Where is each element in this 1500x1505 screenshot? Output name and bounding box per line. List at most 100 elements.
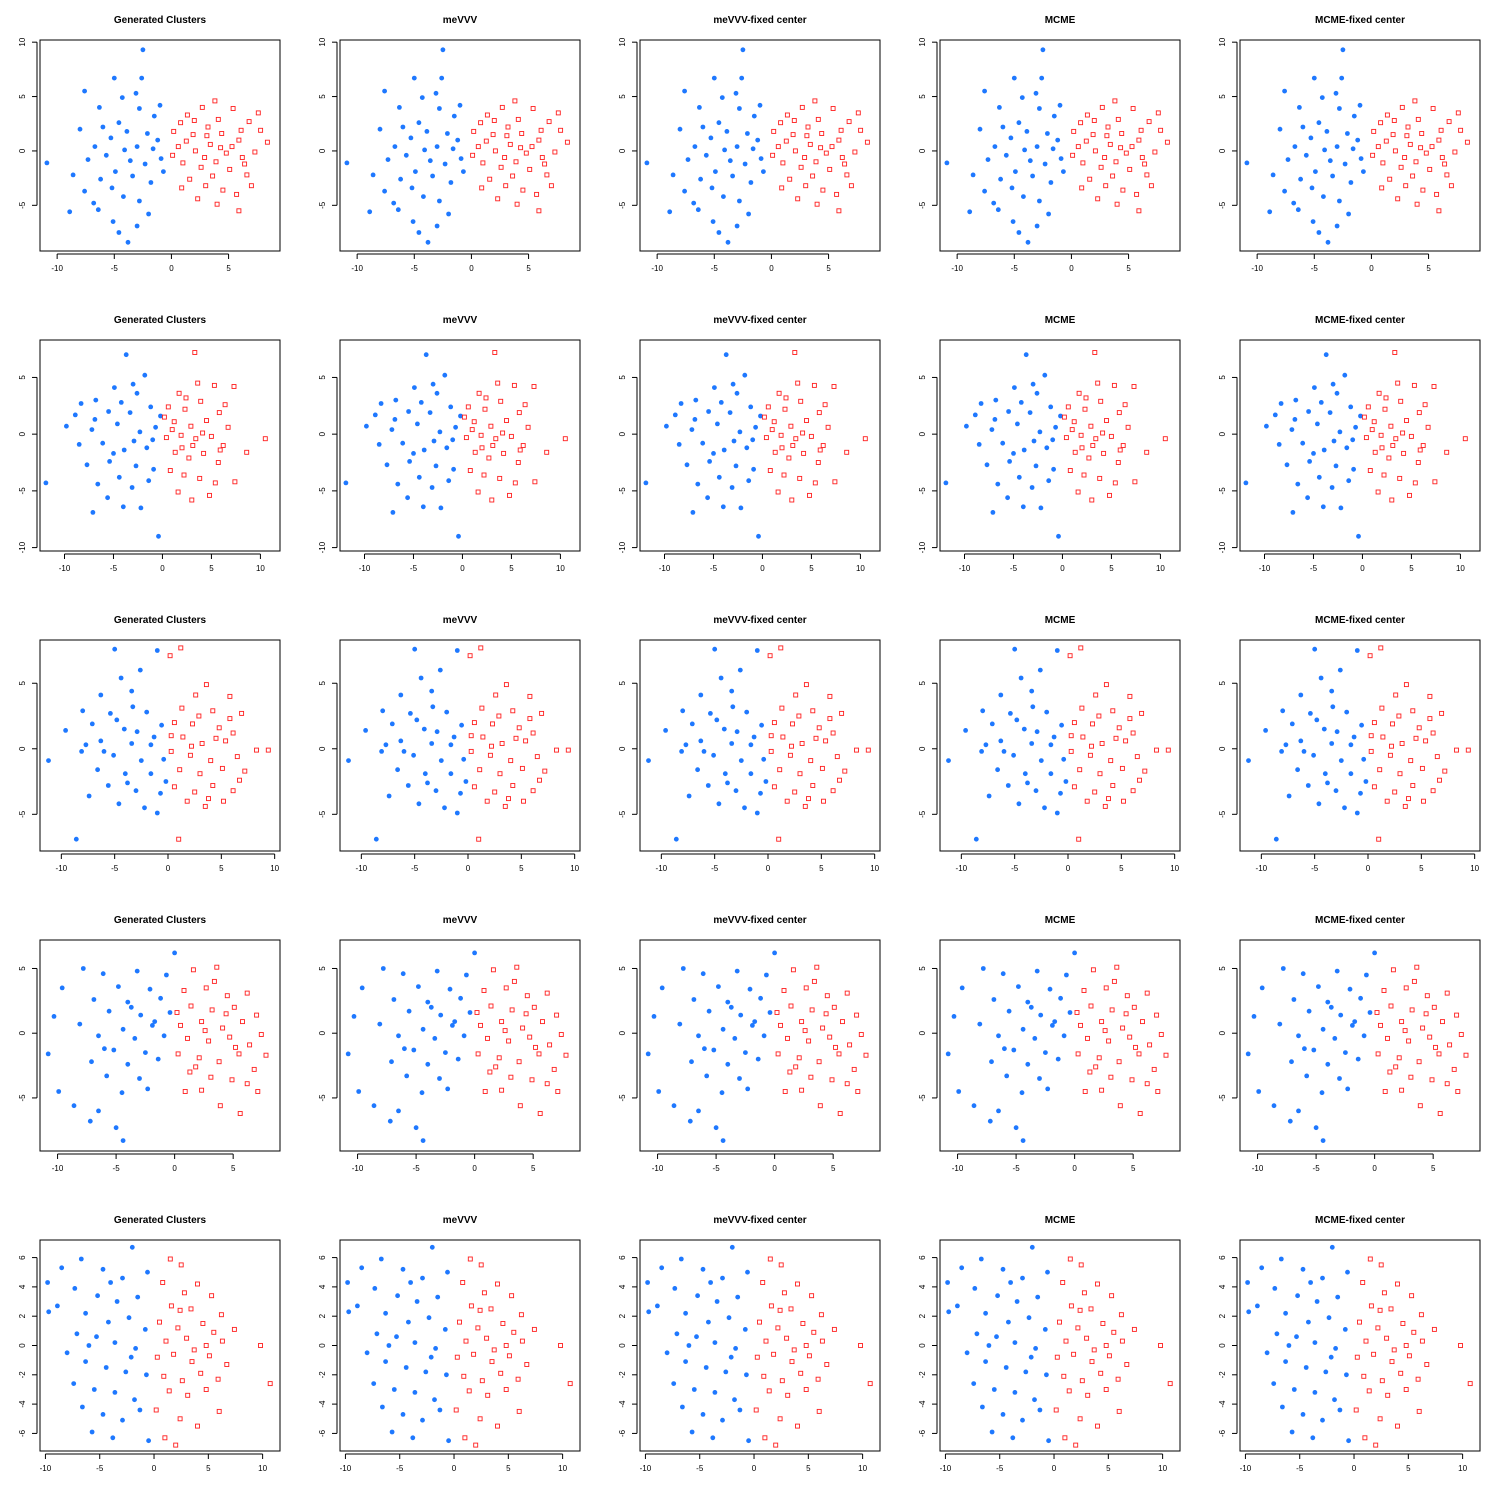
plot-frame [339, 939, 581, 1152]
point-cluster2 [496, 1055, 502, 1061]
point-cluster1 [120, 1026, 126, 1032]
point-cluster1 [989, 427, 995, 432]
point-cluster1 [1295, 1293, 1300, 1299]
point-cluster1 [1342, 161, 1348, 167]
x-tick-label: 10 [556, 564, 565, 573]
point-cluster1 [376, 442, 382, 447]
point-cluster1 [1032, 1397, 1037, 1403]
panel-r2-c1: Generated Clusters-10 -5 0 5 10-10-505 [18, 315, 281, 573]
point-cluster1 [421, 447, 427, 453]
x-tick-label: 0 [772, 1164, 777, 1173]
point-cluster2 [1108, 758, 1114, 764]
x-tick-label: 10 [570, 864, 579, 873]
point-cluster1 [372, 1286, 378, 1291]
point-cluster2 [1379, 185, 1385, 191]
point-cluster1 [1063, 779, 1069, 784]
point-cluster1 [944, 160, 950, 166]
point-cluster2 [229, 144, 235, 150]
point-cluster2 [202, 803, 208, 809]
point-cluster1 [130, 381, 136, 387]
point-cluster1 [723, 352, 729, 358]
point-cluster1 [685, 157, 691, 163]
point-cluster2 [523, 150, 529, 156]
point-cluster2 [1367, 1256, 1373, 1262]
point-cluster1 [390, 510, 396, 515]
point-cluster2 [225, 424, 231, 430]
point-cluster2 [481, 988, 487, 993]
point-cluster2 [771, 128, 777, 134]
x-tick-label: -10 [1259, 564, 1271, 573]
point-cluster2 [771, 1351, 777, 1357]
point-cluster2 [814, 201, 820, 207]
point-cluster1 [1326, 1315, 1332, 1321]
point-cluster1 [711, 1047, 717, 1053]
point-cluster2 [1071, 1351, 1077, 1357]
point-cluster1 [1011, 1047, 1017, 1053]
point-cluster2 [500, 430, 506, 436]
x-tick-label: 5 [206, 1464, 211, 1473]
point-cluster1 [645, 1051, 651, 1057]
point-cluster2 [231, 1004, 237, 1010]
y-tick-label: 0 [618, 148, 627, 153]
point-cluster2 [1418, 145, 1424, 151]
point-cluster1 [1325, 999, 1331, 1005]
point-cluster2 [827, 716, 833, 722]
point-cluster1 [59, 1265, 65, 1271]
point-cluster2 [1104, 418, 1109, 423]
point-cluster1 [120, 1138, 126, 1143]
point-cluster1 [984, 462, 990, 468]
point-cluster2 [1106, 796, 1111, 802]
point-cluster2 [1375, 1325, 1381, 1331]
point-cluster2 [1409, 1293, 1415, 1299]
point-cluster1 [1037, 667, 1043, 673]
point-cluster1 [78, 401, 84, 406]
point-cluster1 [1046, 211, 1051, 217]
point-cluster1 [1291, 200, 1297, 206]
point-cluster2 [1371, 128, 1377, 134]
point-cluster1 [659, 1265, 665, 1271]
point-cluster1 [1354, 648, 1360, 653]
point-cluster1 [1029, 1244, 1035, 1250]
point-cluster2 [216, 1059, 222, 1065]
point-cluster1 [109, 185, 115, 191]
point-cluster2 [1140, 1019, 1145, 1025]
point-cluster2 [1118, 1312, 1124, 1318]
point-cluster2 [237, 777, 242, 783]
point-cluster2 [1071, 784, 1077, 790]
point-cluster1 [738, 1012, 744, 1018]
point-cluster1 [1028, 1354, 1034, 1360]
point-cluster1 [151, 113, 157, 119]
point-cluster2 [1085, 1392, 1091, 1398]
point-cluster2 [1079, 705, 1085, 711]
point-cluster1 [980, 1404, 985, 1410]
point-cluster1 [106, 1008, 112, 1014]
y-tick-label: -4 [918, 1400, 927, 1408]
point-cluster1 [1043, 1050, 1048, 1055]
point-cluster2 [1454, 1012, 1460, 1018]
point-cluster1 [1031, 438, 1037, 444]
point-cluster1 [45, 1280, 50, 1285]
point-cluster1 [1282, 88, 1287, 94]
point-cluster1 [754, 810, 760, 816]
x-tick-label: 0 [472, 1164, 477, 1173]
point-cluster2 [542, 161, 548, 167]
point-cluster2 [554, 1012, 560, 1018]
point-cluster1 [442, 1327, 448, 1332]
point-cluster1 [89, 427, 95, 432]
point-cluster1 [1005, 783, 1011, 788]
point-cluster2 [223, 150, 229, 156]
point-cluster1 [1332, 1036, 1338, 1041]
point-cluster1 [1006, 409, 1011, 414]
point-cluster1 [1289, 427, 1295, 432]
point-cluster2 [189, 497, 195, 503]
y-tick-label: 10 [618, 37, 627, 46]
point-cluster2 [454, 1354, 460, 1360]
x-tick-label: -5 [713, 1164, 721, 1173]
point-cluster2 [167, 468, 173, 473]
x-tick-label: 10 [1456, 564, 1465, 573]
point-cluster2 [838, 127, 844, 133]
point-cluster2 [763, 1338, 769, 1344]
point-cluster1 [1287, 1118, 1293, 1124]
x-tick-label: 5 [506, 1464, 511, 1473]
point-cluster1 [1348, 404, 1354, 410]
